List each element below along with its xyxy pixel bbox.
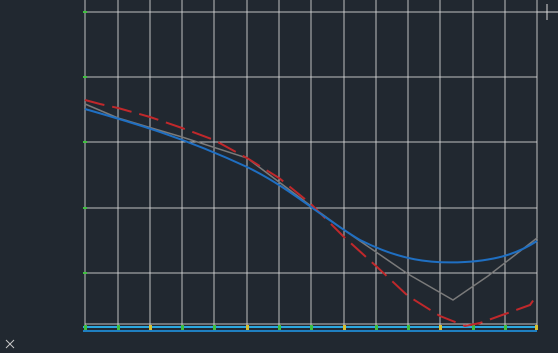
blue-curve[interactable] <box>84 108 538 264</box>
tick-marker <box>117 325 120 330</box>
tick-marker <box>310 325 313 330</box>
tick-marker <box>83 11 87 13</box>
tick-marker <box>213 325 216 330</box>
tick-marker <box>407 325 410 330</box>
tick-marker <box>278 325 281 330</box>
tick-marker <box>181 325 184 330</box>
left-tick-markers <box>83 11 87 274</box>
tick-marker <box>84 325 87 330</box>
tick-marker <box>504 325 507 330</box>
crosshair-icon <box>537 4 558 20</box>
tick-marker <box>472 325 475 330</box>
tick-marker <box>343 325 346 330</box>
tick-marker <box>535 325 538 330</box>
grid-vertical-lines <box>84 0 538 330</box>
tick-marker <box>439 325 442 330</box>
tick-marker <box>83 272 87 274</box>
ucs-axis-icon <box>5 339 15 349</box>
tick-marker <box>83 141 87 143</box>
red-dashed-curve[interactable] <box>84 99 538 328</box>
tick-marker <box>375 325 378 330</box>
bottom-tick-markers <box>84 325 538 330</box>
tick-marker <box>246 325 249 330</box>
tick-marker <box>83 76 87 78</box>
tick-marker <box>83 207 87 209</box>
tick-marker <box>149 325 152 330</box>
